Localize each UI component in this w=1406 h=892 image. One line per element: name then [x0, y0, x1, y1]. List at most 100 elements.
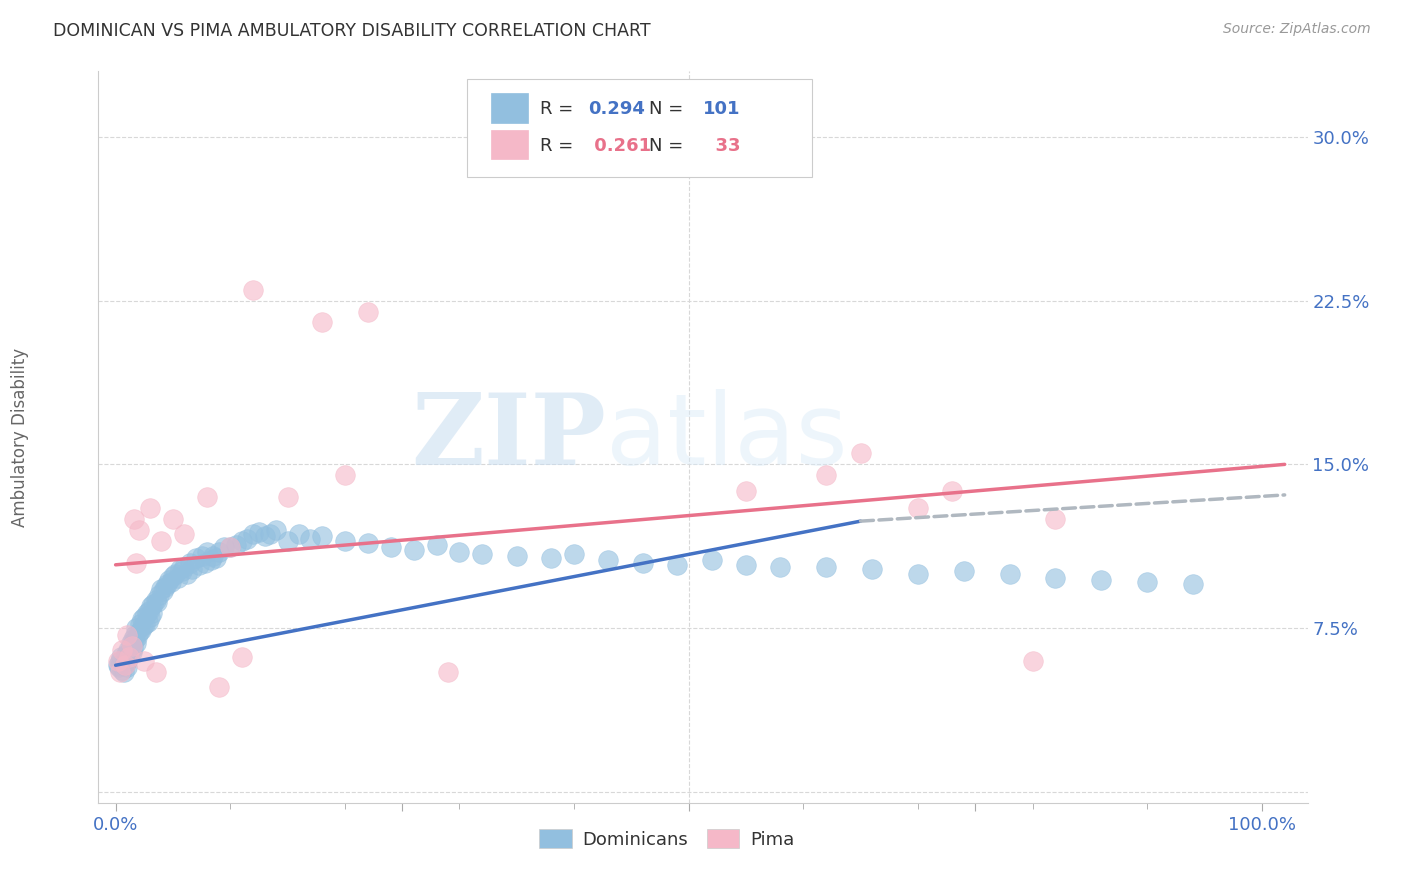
- Text: N =: N =: [648, 101, 689, 119]
- Point: [247, 524, 270, 539]
- Point: [107, 658, 129, 673]
- Text: R =: R =: [540, 137, 579, 155]
- Point: [145, 665, 167, 679]
- Point: [159, 573, 181, 587]
- Point: [121, 632, 143, 646]
- Point: [907, 501, 929, 516]
- Point: [179, 556, 201, 570]
- Point: [598, 553, 620, 567]
- Point: [190, 549, 212, 563]
- Point: [176, 566, 198, 581]
- Point: [132, 619, 155, 633]
- Point: [162, 568, 184, 582]
- Point: [242, 527, 264, 541]
- Point: [200, 553, 222, 567]
- Point: [111, 643, 134, 657]
- Point: [115, 660, 138, 674]
- Point: [111, 663, 134, 677]
- Point: [128, 616, 150, 631]
- Point: [134, 654, 156, 668]
- Point: [208, 680, 231, 694]
- Text: 0.294: 0.294: [588, 101, 645, 119]
- Point: [114, 658, 136, 673]
- Point: [118, 649, 141, 664]
- Point: [333, 468, 356, 483]
- Point: [242, 283, 264, 297]
- Point: [998, 566, 1021, 581]
- Point: [815, 560, 838, 574]
- Point: [125, 621, 148, 635]
- Point: [173, 560, 195, 574]
- Point: [108, 660, 131, 674]
- Point: [735, 483, 758, 498]
- Point: [219, 541, 242, 555]
- Point: [117, 643, 139, 657]
- Point: [138, 604, 160, 618]
- Point: [112, 665, 135, 679]
- Point: [195, 545, 218, 559]
- Point: [1181, 577, 1204, 591]
- FancyBboxPatch shape: [492, 94, 527, 122]
- Point: [860, 562, 883, 576]
- Point: [134, 610, 156, 624]
- Point: [214, 541, 236, 555]
- Point: [150, 582, 173, 596]
- Point: [402, 542, 425, 557]
- Point: [219, 541, 242, 555]
- Point: [277, 490, 299, 504]
- Point: [1045, 512, 1067, 526]
- Point: [194, 556, 217, 570]
- Point: [231, 533, 253, 548]
- Point: [849, 446, 872, 460]
- Point: [142, 597, 165, 611]
- Text: DOMINICAN VS PIMA AMBULATORY DISABILITY CORRELATION CHART: DOMINICAN VS PIMA AMBULATORY DISABILITY …: [53, 22, 651, 40]
- Point: [115, 648, 138, 662]
- Point: [181, 562, 204, 576]
- Point: [120, 636, 142, 650]
- Point: [169, 562, 191, 576]
- Point: [941, 483, 963, 498]
- Point: [156, 577, 179, 591]
- Point: [311, 315, 333, 329]
- Point: [380, 541, 402, 555]
- Text: R =: R =: [540, 101, 579, 119]
- Point: [769, 560, 792, 574]
- FancyBboxPatch shape: [492, 130, 527, 159]
- Point: [159, 575, 181, 590]
- Point: [202, 549, 225, 563]
- Point: [165, 566, 187, 581]
- Point: [357, 536, 380, 550]
- Point: [131, 612, 153, 626]
- Point: [236, 532, 259, 546]
- Point: [141, 606, 163, 620]
- Point: [122, 634, 145, 648]
- Point: [108, 665, 131, 679]
- Point: [184, 551, 207, 566]
- Point: [115, 628, 138, 642]
- Point: [225, 538, 247, 552]
- Text: 101: 101: [703, 101, 741, 119]
- Point: [145, 592, 167, 607]
- Point: [114, 658, 136, 673]
- Text: atlas: atlas: [606, 389, 848, 485]
- Point: [135, 606, 157, 620]
- Point: [121, 645, 143, 659]
- Point: [139, 610, 162, 624]
- Point: [166, 571, 188, 585]
- Text: 0.261: 0.261: [588, 137, 651, 155]
- Point: [108, 654, 131, 668]
- Point: [128, 625, 150, 640]
- Point: [311, 529, 333, 543]
- Point: [471, 547, 494, 561]
- Point: [1021, 654, 1043, 668]
- Point: [148, 588, 170, 602]
- Point: [139, 599, 162, 614]
- Point: [540, 551, 562, 566]
- Point: [288, 527, 311, 541]
- Point: [124, 628, 146, 642]
- Point: [357, 304, 380, 318]
- Point: [110, 649, 132, 664]
- Point: [150, 533, 173, 548]
- Point: [121, 640, 143, 655]
- Point: [259, 527, 281, 541]
